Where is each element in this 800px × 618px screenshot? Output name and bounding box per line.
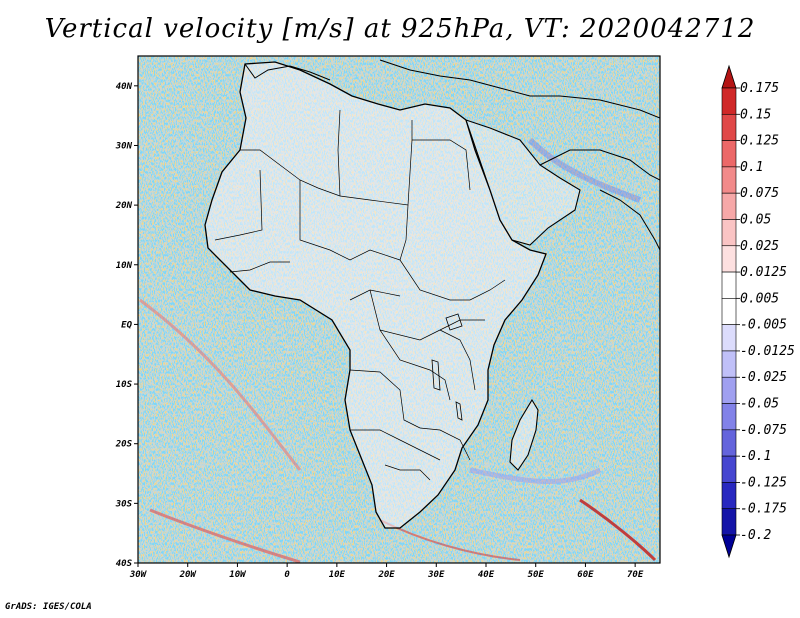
lon-tick-label: 30E bbox=[427, 570, 445, 580]
grads-credit: GrADS: IGES/COLA bbox=[5, 602, 92, 612]
lat-tick-label: 40N bbox=[116, 82, 133, 92]
lon-tick-label: 20W bbox=[179, 570, 198, 580]
africa-continent bbox=[204, 59, 660, 529]
lat-tick-label: 10S bbox=[116, 380, 133, 390]
colorbar-swatch bbox=[721, 429, 737, 457]
lon-tick-label: 70E bbox=[627, 570, 644, 580]
lon-tick-label: 10E bbox=[329, 570, 346, 580]
lon-tick-label: 30W bbox=[129, 570, 148, 580]
colorbar-label: 0.15 bbox=[740, 107, 771, 122]
colorbar-swatch bbox=[721, 482, 737, 510]
colorbar-swatch bbox=[721, 376, 737, 404]
lat-tick-label: 30S bbox=[115, 499, 133, 509]
lon-tick-label: 40E bbox=[478, 570, 495, 580]
lat-tick-label: 30N bbox=[115, 141, 133, 151]
colorbar-label: -0.005 bbox=[740, 318, 787, 333]
latitude-ticks: 40N 30N 20N 10N EQ 10S 20S 30S 40S bbox=[115, 82, 138, 569]
colorbar-label: -0.05 bbox=[740, 397, 779, 412]
colorbar-swatch bbox=[721, 324, 737, 352]
colorbar-bottom-arrow bbox=[721, 534, 737, 559]
lon-tick-label: 0 bbox=[284, 570, 290, 580]
colorbar-label: -0.025 bbox=[740, 370, 787, 385]
colorbar-label: -0.2 bbox=[740, 528, 771, 543]
lat-tick-label: 20N bbox=[115, 201, 133, 211]
colorbar-swatch bbox=[721, 455, 737, 483]
colorbar-label: 0.1 bbox=[740, 160, 763, 175]
colorbar-swatch bbox=[721, 298, 737, 325]
longitude-ticks: 30W 20W 10W 0 10E 20E 30E 40E 50E 60E 70E bbox=[129, 563, 644, 580]
colorbar-swatch bbox=[721, 508, 737, 536]
colorbar-label: 0.125 bbox=[740, 134, 779, 149]
lat-tick-label: EQ bbox=[121, 320, 132, 330]
colorbar-swatch bbox=[721, 113, 737, 141]
colorbar-swatch bbox=[721, 87, 737, 115]
colorbar-label: -0.0125 bbox=[740, 344, 795, 359]
colorbar-swatch bbox=[721, 350, 737, 378]
lon-tick-label: 60E bbox=[577, 570, 594, 580]
colorbar-label: 0.0125 bbox=[740, 265, 787, 280]
lon-tick-label: 20E bbox=[377, 570, 395, 580]
colorbar-swatch bbox=[721, 271, 737, 299]
map-frame bbox=[137, 55, 661, 564]
colorbar-label: 0.075 bbox=[740, 186, 779, 201]
lon-tick-label: 50E bbox=[528, 570, 545, 580]
colorbar-label: 0.025 bbox=[740, 239, 779, 254]
colorbar-label: 0.05 bbox=[740, 212, 771, 227]
colorbar-swatch bbox=[721, 245, 737, 273]
lon-tick-label: 10W bbox=[229, 570, 247, 580]
colorbar-swatch bbox=[721, 403, 737, 431]
colorbar-label: 0.005 bbox=[740, 291, 779, 306]
colorbar-label: -0.125 bbox=[740, 475, 787, 490]
colorbar-swatch bbox=[721, 192, 737, 220]
colorbar-label: -0.175 bbox=[740, 502, 787, 517]
lat-tick-label: 20S bbox=[115, 440, 133, 450]
colorbar-label: 0.175 bbox=[740, 81, 779, 96]
colorbar-swatch bbox=[721, 166, 737, 194]
colorbar: 0.175 0.15 0.125 0.1 0.075 0.05 0.025 0.0125 0.0… bbox=[721, 64, 795, 559]
colorbar-label: -0.1 bbox=[740, 449, 771, 464]
colorbar-top-arrow bbox=[721, 64, 737, 89]
plot-title: Vertical velocity [m/s] at 925hPa, VT: 2… bbox=[44, 14, 756, 44]
lat-tick-label: 10N bbox=[116, 261, 133, 271]
lat-tick-label: 40S bbox=[116, 559, 133, 569]
colorbar-label: -0.075 bbox=[740, 423, 787, 438]
colorbar-swatch bbox=[721, 219, 737, 247]
colorbar-swatch bbox=[721, 140, 737, 168]
